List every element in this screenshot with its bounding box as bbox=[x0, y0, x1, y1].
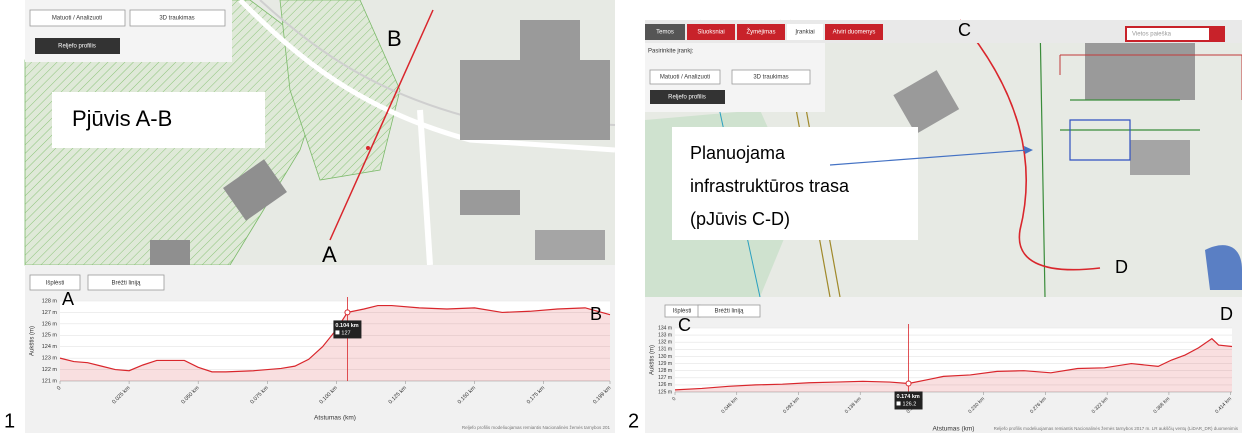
section-end-label: B bbox=[590, 304, 602, 324]
tooltip-y: 127 bbox=[341, 330, 350, 336]
section-end-label: C bbox=[678, 315, 691, 335]
button-label: Brėžti liniją bbox=[714, 309, 744, 315]
panel-number: 2 bbox=[628, 410, 639, 432]
tooltip-swatch bbox=[897, 401, 901, 405]
y-tick-label: 132 m bbox=[658, 340, 672, 346]
y-tick-label: 134 m bbox=[658, 325, 672, 331]
button-label: Brėžti liniją bbox=[111, 281, 141, 287]
callout: (pJūvis C-D) bbox=[690, 209, 790, 229]
button-label: Matuoti / Analizuoti bbox=[660, 75, 710, 81]
y-tick-label: 128 m bbox=[658, 368, 672, 374]
screenshot: Matuoti / Analizuoti 3D traukimas Reljef… bbox=[0, 0, 1242, 433]
y-tick-label: 127 m bbox=[658, 375, 672, 381]
y-tick-label: 129 m bbox=[658, 361, 672, 367]
x-axis-title: Atstumas (km) bbox=[314, 415, 356, 422]
button-label: 3D traukimas bbox=[753, 75, 788, 81]
hover-point bbox=[906, 381, 911, 386]
tab[interactable]: Temos bbox=[656, 30, 674, 36]
button-label: Išplėsti bbox=[46, 281, 65, 287]
tooltip-swatch bbox=[335, 330, 339, 334]
section-end-label: D bbox=[1220, 304, 1233, 324]
callout: Planuojama bbox=[690, 143, 786, 163]
tab[interactable]: Atviri duomenys bbox=[833, 30, 876, 36]
tab[interactable]: Įrankiai bbox=[795, 30, 814, 36]
map-label: B bbox=[387, 26, 402, 51]
y-axis-title: Aukštis (m) bbox=[30, 326, 36, 356]
y-tick-label: 131 m bbox=[658, 347, 672, 353]
tab[interactable]: Žymėjimas bbox=[746, 28, 775, 36]
x-axis-title: Atstumas (km) bbox=[933, 426, 975, 433]
button-label: Išplėsti bbox=[673, 309, 692, 315]
y-tick-label: 123 m bbox=[42, 356, 58, 362]
tooltip-x: 0.104 km bbox=[335, 323, 358, 329]
tooltip-y: 126.2 bbox=[903, 401, 917, 407]
map-label: D bbox=[1115, 257, 1128, 277]
tool-prompt: Pasirinkite įrankį: bbox=[648, 49, 694, 55]
y-tick-label: 125 m bbox=[658, 389, 672, 395]
callout: infrastruktūros trasa bbox=[690, 176, 850, 196]
y-tick-label: 127 m bbox=[42, 310, 58, 316]
y-axis-title: Aukštis (m) bbox=[650, 345, 656, 375]
footnote: Reljefo profilis modeliuojamas remiantis… bbox=[994, 426, 1239, 431]
map-label: A bbox=[322, 242, 337, 267]
tooltip-x: 0.174 km bbox=[897, 394, 920, 400]
y-tick-label: 124 m bbox=[42, 344, 58, 350]
panel-number: 1 bbox=[4, 410, 15, 432]
map-label: C bbox=[958, 20, 971, 40]
hover-point bbox=[345, 310, 350, 315]
map-1: Matuoti / Analizuoti 3D traukimas Reljef… bbox=[25, 0, 615, 267]
footnote: Reljefo profilis modeliuojamas remiantis… bbox=[462, 425, 611, 430]
y-tick-label: 122 m bbox=[42, 367, 58, 373]
y-tick-label: 121 m bbox=[42, 378, 58, 384]
y-tick-label: 126 m bbox=[658, 382, 672, 388]
button-label: Reljefo profilis bbox=[58, 44, 96, 50]
button-label: 3D traukimas bbox=[159, 16, 194, 22]
search-input[interactable]: Vietos paieška bbox=[1132, 32, 1172, 38]
y-tick-label: 125 m bbox=[42, 333, 58, 339]
section-end-label: A bbox=[62, 289, 74, 309]
y-tick-label: 133 m bbox=[658, 332, 672, 338]
callout: Pjūvis A-B bbox=[72, 106, 172, 131]
tab[interactable]: Sluoksniai bbox=[697, 30, 724, 36]
map-2: Temos Sluoksniai Žymėjimas Įrankiai Atvi… bbox=[645, 20, 1242, 297]
button-label: Matuoti / Analizuoti bbox=[52, 16, 102, 22]
y-tick-label: 130 m bbox=[658, 354, 672, 360]
y-tick-label: 126 m bbox=[42, 321, 58, 327]
button-label: Reljefo profilis bbox=[668, 95, 706, 101]
y-tick-label: 128 m bbox=[42, 298, 58, 304]
